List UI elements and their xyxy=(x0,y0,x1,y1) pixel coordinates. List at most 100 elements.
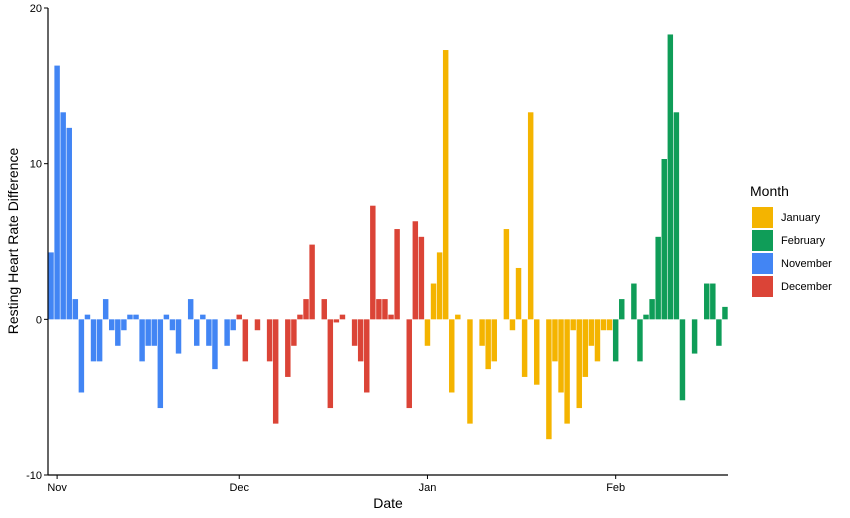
bar-december-2018-12-12 xyxy=(303,299,309,320)
bar-january-2019-01-19 xyxy=(534,319,540,385)
bar-november-2018-11-20 xyxy=(169,319,176,331)
bar-january-2019-01-26 xyxy=(576,319,582,409)
bar-february-2019-02-01 xyxy=(612,319,619,362)
bar-february-2019-02-02 xyxy=(619,299,625,320)
bar-november-2018-11-29 xyxy=(224,319,230,346)
bar-january-2019-01-08 xyxy=(467,319,473,424)
bar-december-2018-12-06 xyxy=(266,319,273,362)
bar-february-2019-02-17 xyxy=(710,283,716,320)
bar-november-2018-11-24 xyxy=(194,319,200,346)
bar-november-2018-11-23 xyxy=(187,299,194,320)
bar-december-2018-12-17 xyxy=(333,319,340,323)
bar-february-2019-02-07 xyxy=(649,299,655,320)
bar-january-2019-01-06 xyxy=(455,314,461,320)
bar-january-2019-01-12 xyxy=(491,319,497,362)
bar-january-2019-01-14 xyxy=(503,229,510,320)
bar-december-2018-12-11 xyxy=(297,314,303,320)
bar-february-2019-02-09 xyxy=(661,159,667,320)
bar-january-2019-01-05 xyxy=(449,319,455,393)
axes-layer: -10 0 10 20 Nov Dec Jan Feb xyxy=(26,3,728,494)
bar-december-2018-12-09 xyxy=(285,319,291,377)
bars-layer xyxy=(48,34,728,440)
bar-december-2018-12-13 xyxy=(309,244,315,320)
bar-february-2019-02-19 xyxy=(722,306,728,320)
legend: Month January February November December xyxy=(750,183,832,297)
x-tick-label-nov: Nov xyxy=(47,482,67,494)
bar-december-2018-12-18 xyxy=(339,314,346,320)
bar-november-2018-11-25 xyxy=(200,314,206,320)
legend-key-november xyxy=(752,253,773,274)
bar-december-2018-12-07 xyxy=(272,319,279,424)
bar-february-2019-02-14 xyxy=(691,319,698,354)
bar-january-2019-01-31 xyxy=(606,319,613,331)
bar-december-2018-12-24 xyxy=(376,299,382,320)
bar-january-2019-01-28 xyxy=(588,319,595,346)
y-tick-label-10: 10 xyxy=(30,159,42,171)
legend-label-november: November xyxy=(781,258,832,270)
legend-label-january: January xyxy=(781,212,821,224)
bar-december-2018-12-29 xyxy=(406,319,412,409)
bar-january-2019-01-25 xyxy=(570,319,576,331)
bar-december-2018-12-20 xyxy=(351,319,358,346)
bar-december-2018-12-21 xyxy=(357,319,364,362)
bar-january-2019-01-04 xyxy=(442,50,449,320)
bar-january-2019-01-18 xyxy=(527,112,534,320)
bar-november-2018-11-18 xyxy=(157,319,164,409)
bar-november-2018-11-15 xyxy=(139,319,145,362)
bar-december-2018-12-30 xyxy=(412,221,419,320)
bar-december-2018-12-04 xyxy=(254,319,261,331)
bar-january-2019-01-10 xyxy=(479,319,485,346)
bar-february-2019-02-05 xyxy=(637,319,643,362)
bar-december-2018-12-15 xyxy=(321,299,327,320)
bar-january-2019-01-17 xyxy=(521,319,528,377)
bar-december-2018-12-23 xyxy=(370,205,376,320)
bar-november-2018-11-21 xyxy=(175,319,182,354)
bar-november-2018-11-03 xyxy=(66,127,72,320)
y-axis-title: Resting Heart Rate Difference xyxy=(5,148,21,335)
bar-february-2019-02-11 xyxy=(673,112,680,320)
bar-december-2018-12-10 xyxy=(291,319,297,346)
bar-december-2018-12-31 xyxy=(418,236,425,320)
bar-november-2018-11-17 xyxy=(151,319,157,346)
bar-november-2018-11-09 xyxy=(102,299,109,320)
y-tick-label-0: 0 xyxy=(36,314,42,326)
bar-january-2019-01-30 xyxy=(600,319,607,331)
bar-january-2019-01-11 xyxy=(485,319,491,370)
bar-january-2019-01-15 xyxy=(509,319,516,331)
bar-february-2019-02-04 xyxy=(631,283,637,320)
bar-november-2018-11-16 xyxy=(145,319,151,346)
bar-february-2019-02-16 xyxy=(704,283,710,320)
bar-january-2019-01-03 xyxy=(436,252,443,320)
bar-november-2018-11-11 xyxy=(115,319,121,346)
legend-label-december: December xyxy=(781,281,832,293)
bar-december-2018-12-01 xyxy=(236,314,242,320)
bar-january-2019-01-27 xyxy=(582,319,589,377)
bar-december-2018-12-25 xyxy=(382,299,388,320)
bar-december-2018-12-27 xyxy=(394,229,400,320)
bar-january-2019-01-29 xyxy=(594,319,601,362)
bar-november-2018-11-14 xyxy=(133,314,139,320)
bar-november-2018-11-12 xyxy=(121,319,127,331)
x-tick-label-feb: Feb xyxy=(606,482,625,494)
bar-january-2019-01-01 xyxy=(424,319,431,346)
bar-february-2019-02-18 xyxy=(716,319,722,346)
bar-february-2019-02-08 xyxy=(655,236,661,320)
bar-january-2019-01-23 xyxy=(558,319,564,393)
bar-november-2018-11-08 xyxy=(96,319,103,362)
bar-november-2018-11-01 xyxy=(54,65,60,320)
bar-november-2018-11-06 xyxy=(84,314,91,320)
bar-november-2018-11-30 xyxy=(230,319,236,331)
bar-november-2018-11-13 xyxy=(127,314,133,320)
y-tick-label-20: 20 xyxy=(30,3,42,15)
y-tick-label--10: -10 xyxy=(26,470,42,482)
bar-january-2019-01-16 xyxy=(515,267,522,320)
bar-november-2018-11-05 xyxy=(78,319,85,393)
x-tick-label-jan: Jan xyxy=(419,482,437,494)
bar-february-2019-02-12 xyxy=(679,319,686,401)
bar-november-2018-11-27 xyxy=(212,319,218,370)
bar-november-2018-11-07 xyxy=(90,319,97,362)
bar-november-2018-11-04 xyxy=(72,299,79,320)
bar-november-2018-11-10 xyxy=(109,319,115,331)
bar-december-2018-12-16 xyxy=(327,319,334,409)
